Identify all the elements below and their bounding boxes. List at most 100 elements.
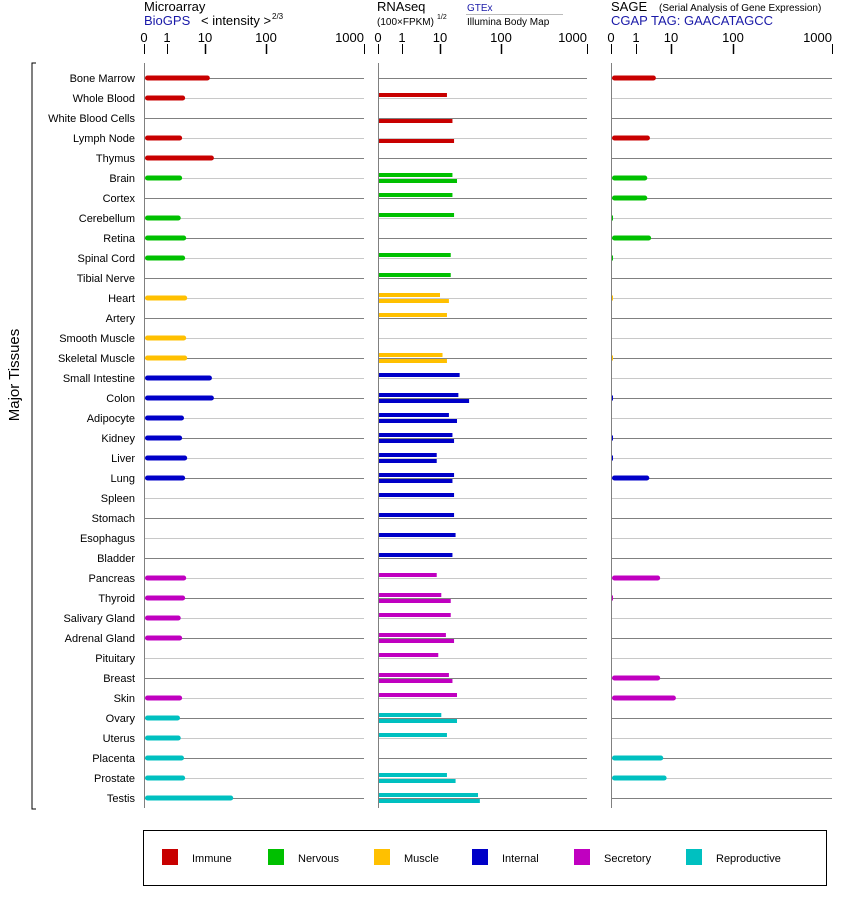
rnaseq-gtex-bar: [379, 453, 437, 457]
tissue-label: Placenta: [92, 753, 136, 765]
rnaseq-gtex-bar: [379, 213, 455, 217]
tissue-label: White Blood Cells: [48, 113, 135, 125]
tissue-label: Bladder: [97, 553, 135, 565]
microarray-bar: [145, 135, 183, 141]
tissue-label: Brain: [109, 173, 135, 185]
tissue-label: Retina: [103, 233, 136, 245]
legend-label-internal: Internal: [502, 853, 539, 865]
tissue-group-bracket: [31, 62, 36, 810]
rnaseq-gtex-bar: [379, 553, 453, 557]
rnaseq-illumina-bar: [379, 439, 455, 443]
microarray-bar: [145, 255, 186, 261]
sage-bar: [612, 355, 613, 361]
legend-swatch-muscle: [374, 849, 390, 865]
microarray-scale-exp: 2/3: [272, 12, 284, 21]
tissue-label: Spleen: [101, 493, 135, 505]
rnaseq-illumina-bar: [379, 599, 451, 603]
illumina-body-map-label: Illumina Body Map: [467, 17, 550, 28]
tissue-label: Smooth Muscle: [59, 333, 135, 345]
sage-tick-label: 1000: [803, 30, 832, 45]
rnaseq-gtex-bar: [379, 673, 449, 677]
sage-bar: [612, 75, 656, 81]
sage-bar: [612, 455, 613, 461]
legend-swatch-secretory: [574, 849, 590, 865]
rnaseq-tick-label: 1000: [558, 30, 587, 45]
microarray-bar: [145, 295, 188, 301]
sage-tick-label: 10: [664, 30, 678, 45]
microarray-tick-label: 1: [163, 30, 170, 45]
rnaseq-illumina-bar: [379, 299, 449, 303]
sage-bar: [612, 775, 667, 781]
rnaseq-scale-exp: 1/2: [437, 14, 447, 21]
microarray-bar: [145, 595, 186, 601]
microarray-bar: [145, 395, 214, 401]
rnaseq-gtex-bar: [379, 573, 437, 577]
rnaseq-gtex-bar: [379, 393, 459, 397]
microarray-bar: [145, 455, 188, 461]
tissue-label: Colon: [106, 393, 135, 405]
rnaseq-illumina-bar: [379, 779, 456, 783]
gtex-link[interactable]: GTEx: [467, 3, 493, 14]
rnaseq-gtex-bar: [379, 653, 439, 657]
legend-swatch-reproductive: [686, 849, 702, 865]
rnaseq-gtex-bar: [379, 373, 460, 377]
microarray-bar: [145, 75, 210, 81]
rnaseq-gtex-bar: [379, 533, 456, 537]
rnaseq-illumina-bar: [379, 419, 458, 423]
tissue-label: Thyroid: [98, 593, 135, 605]
rnaseq-illumina-bar: [379, 679, 453, 683]
rnaseq-illumina-bar: [379, 119, 453, 123]
microarray-bar: [145, 695, 183, 701]
legend-label-reproductive: Reproductive: [716, 853, 781, 865]
microarray-bar: [145, 575, 187, 581]
tissue-label: Lymph Node: [73, 133, 135, 145]
legend-label-secretory: Secretory: [604, 853, 652, 865]
rnaseq-gtex-bar: [379, 613, 451, 617]
biogps-link[interactable]: BioGPS: [144, 13, 191, 28]
cgap-tag-link[interactable]: CGAP TAG: GAACATAGCC: [611, 13, 773, 28]
microarray-bar: [145, 375, 212, 381]
microarray-bar: [145, 175, 183, 181]
tissue-label: Tibial Nerve: [77, 273, 135, 285]
microarray-bar: [145, 235, 187, 241]
rnaseq-illumina-bar: [379, 459, 437, 463]
microarray-bar: [145, 155, 214, 161]
legend-label-immune: Immune: [192, 853, 232, 865]
tissue-label: Kidney: [101, 433, 135, 445]
legend-label-muscle: Muscle: [404, 853, 439, 865]
rnaseq-gtex-bar: [379, 193, 453, 197]
tissue-label: Adrenal Gland: [65, 633, 135, 645]
legend-swatch-internal: [472, 849, 488, 865]
rnaseq-gtex-bar: [379, 253, 451, 257]
sage-bar: [612, 195, 648, 201]
tissue-label: Salivary Gland: [63, 613, 135, 625]
rnaseq-illumina-bar: [379, 719, 458, 723]
microarray-bar: [145, 715, 181, 721]
rnaseq-illumina-bar: [379, 359, 447, 363]
microarray-bar: [145, 335, 187, 341]
tissue-label: Lung: [111, 473, 135, 485]
rnaseq-tick-label: 0: [374, 30, 381, 45]
rnaseq-gtex-bar: [379, 493, 455, 497]
sage-tick-label: 0: [607, 30, 614, 45]
microarray-bar: [145, 415, 184, 421]
rnaseq-illumina-bar: [379, 399, 470, 403]
tissue-label: Testis: [107, 793, 136, 805]
tissue-label: Pituitary: [95, 653, 135, 665]
microarray-tick-label: 10: [198, 30, 212, 45]
microarray-bar: [145, 355, 188, 361]
microarray-title: Microarray: [144, 0, 206, 14]
microarray-bar: [145, 435, 183, 441]
rnaseq-gtex-bar: [379, 313, 447, 317]
tissue-label: Bone Marrow: [70, 73, 135, 85]
y-axis-label: Major Tissues: [6, 329, 23, 422]
microarray-bar: [145, 735, 181, 741]
tissue-label: Skin: [114, 693, 135, 705]
sage-bar: [612, 175, 648, 181]
microarray-bar: [145, 475, 186, 481]
sage-bar: [612, 435, 613, 441]
rnaseq-gtex-bar: [379, 173, 453, 177]
rnaseq-gtex-bar: [379, 273, 451, 277]
sage-tick-label: 100: [722, 30, 744, 45]
